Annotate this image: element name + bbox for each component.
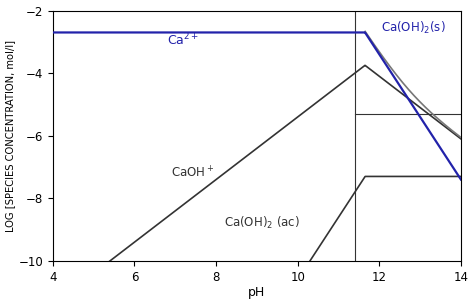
Text: Ca(OH)$_2$ (ac): Ca(OH)$_2$ (ac) [224,215,300,231]
Text: Ca$^{2+}$: Ca$^{2+}$ [167,32,199,48]
Text: Ca(OH)$_2$(s): Ca(OH)$_2$(s) [382,20,446,36]
Y-axis label: LOG [SPECIES CONCENTRATION, mol/l]: LOG [SPECIES CONCENTRATION, mol/l] [6,40,16,232]
X-axis label: pH: pH [248,286,265,300]
Text: CaOH$^+$: CaOH$^+$ [171,166,214,181]
